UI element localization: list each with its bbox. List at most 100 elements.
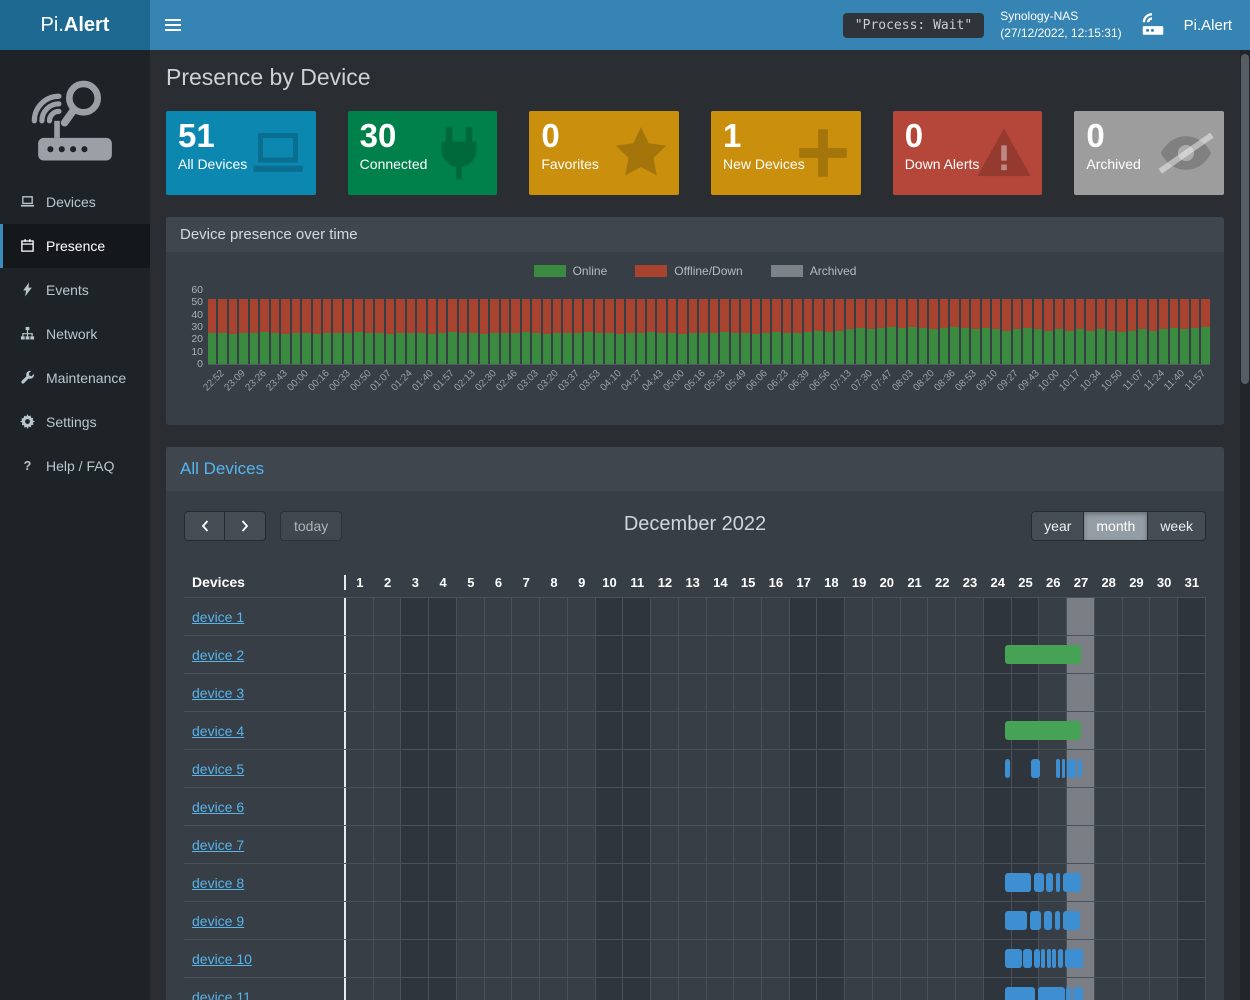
brand-logo[interactable]: Pi. Alert — [0, 0, 150, 50]
day-cell-18 — [817, 636, 846, 673]
day-cell-17 — [789, 750, 818, 787]
device-link[interactable]: device 10 — [192, 950, 252, 967]
device-link[interactable]: device 3 — [192, 684, 245, 701]
view-button-year[interactable]: year — [1031, 511, 1085, 541]
offline-segment — [1180, 298, 1189, 330]
day-cell-21 — [901, 636, 929, 673]
presence-bar-blue — [1041, 949, 1046, 968]
device-day-grid — [344, 826, 1206, 863]
offline-segment — [939, 298, 949, 329]
offline-segment — [657, 298, 666, 334]
chart-bar — [772, 290, 781, 364]
day-header-5: 5 — [467, 574, 475, 590]
summary-card-all-devices[interactable]: 51 All Devices — [166, 111, 316, 195]
day-cell-16 — [762, 636, 790, 673]
device-link[interactable]: device 4 — [192, 722, 245, 739]
x-tick: 23:26 — [244, 367, 271, 415]
day-cell-28 — [1095, 598, 1123, 635]
scrollbar-thumb[interactable] — [1241, 54, 1249, 384]
offline-segment — [511, 298, 520, 334]
chart-bar — [375, 290, 384, 364]
presence-bar-blue — [1004, 873, 1032, 892]
chart-bar — [782, 290, 792, 364]
day-cell-13 — [679, 826, 707, 863]
online-segment — [856, 328, 865, 364]
offline-segment — [479, 298, 489, 335]
x-tick: 11:57 — [1183, 367, 1210, 415]
summary-card-favorites[interactable]: 0 Favorites — [529, 111, 680, 195]
sidebar-item-label: Events — [46, 282, 89, 298]
day-cell-12 — [651, 636, 679, 673]
today-button[interactable]: today — [280, 511, 343, 541]
online-segment — [1023, 328, 1032, 364]
day-cell-25 — [1011, 788, 1040, 825]
sidebar-item-events[interactable]: Events — [0, 268, 150, 312]
summary-card-connected[interactable]: 30 Connected — [347, 111, 498, 195]
summary-card-new-devices[interactable]: 1 New Devices — [711, 111, 861, 195]
device-link[interactable]: device 2 — [192, 646, 245, 663]
sidebar-item-devices[interactable]: Devices — [0, 180, 150, 224]
device-link[interactable]: device 9 — [192, 912, 245, 929]
x-tick: 09:27 — [995, 367, 1022, 415]
offline-segment — [343, 298, 353, 334]
sidebar-toggle-button[interactable] — [150, 0, 196, 50]
offline-segment — [981, 298, 990, 329]
offline-segment — [521, 298, 531, 332]
day-cell-28 — [1095, 712, 1123, 749]
day-cell-1 — [346, 864, 374, 901]
legend-item-online: Online — [533, 264, 607, 278]
online-segment — [208, 333, 217, 364]
day-cell-24 — [983, 598, 1012, 635]
sidebar-item-maintenance[interactable]: Maintenance — [0, 356, 150, 400]
device-link[interactable]: device 11 — [192, 988, 251, 1000]
sidebar-item-help-faq[interactable]: ? Help / FAQ — [0, 444, 150, 488]
device-link[interactable]: device 8 — [192, 874, 245, 891]
day-cell-8 — [540, 864, 568, 901]
sidebar-item-settings[interactable]: Settings — [0, 400, 150, 444]
day-cell-3 — [401, 940, 430, 977]
laptop-icon — [250, 125, 306, 181]
chart-bar — [918, 290, 928, 364]
device-name-cell: device 9 — [184, 902, 344, 939]
device-link[interactable]: device 6 — [192, 798, 245, 815]
summary-card-down-alerts[interactable]: 0 Down Alerts — [892, 111, 1043, 195]
view-button-month[interactable]: month — [1084, 511, 1149, 541]
day-cell-3 — [401, 864, 430, 901]
prev-month-button[interactable] — [184, 511, 225, 541]
day-cell-23 — [956, 674, 984, 711]
day-cell-9 — [568, 636, 596, 673]
day-cell-1 — [346, 750, 374, 787]
day-header-8: 8 — [550, 574, 558, 590]
summary-card-archived[interactable]: 0 Archived — [1074, 111, 1225, 195]
device-link[interactable]: device 7 — [192, 836, 245, 853]
device-link[interactable]: device 5 — [192, 760, 245, 777]
day-cell-12 — [651, 712, 679, 749]
day-cell-28 — [1095, 978, 1123, 1000]
offline-segment — [417, 298, 426, 334]
day-cell-1 — [346, 598, 374, 635]
day-cell-9 — [568, 826, 596, 863]
device-link[interactable]: device 1 — [192, 608, 245, 625]
chart-bar — [709, 290, 719, 364]
main-content: Presence by Device 51 All Devices 30 Connec… — [150, 50, 1240, 1000]
day-header-20: 20 — [879, 574, 895, 590]
next-month-button[interactable] — [225, 511, 266, 541]
offline-segment — [1127, 298, 1137, 331]
chart-bar — [866, 290, 875, 364]
x-tick: 08:03 — [891, 367, 918, 415]
offline-segment — [877, 298, 886, 329]
day-cell-25 — [1011, 598, 1040, 635]
card-label: Favorites — [541, 156, 599, 173]
x-tick: 01:24 — [390, 367, 417, 415]
card-value: 1 — [723, 117, 742, 154]
day-cell-5 — [457, 750, 485, 787]
view-button-week[interactable]: week — [1148, 511, 1206, 541]
sidebar-item-network[interactable]: Network — [0, 312, 150, 356]
day-cell-14 — [707, 864, 735, 901]
day-header-18: 18 — [824, 574, 839, 590]
day-cell-15 — [734, 826, 763, 863]
online-segment — [699, 333, 708, 364]
chart-bar — [479, 290, 489, 364]
day-cell-11 — [623, 674, 652, 711]
sidebar-item-presence[interactable]: Presence — [0, 224, 150, 268]
